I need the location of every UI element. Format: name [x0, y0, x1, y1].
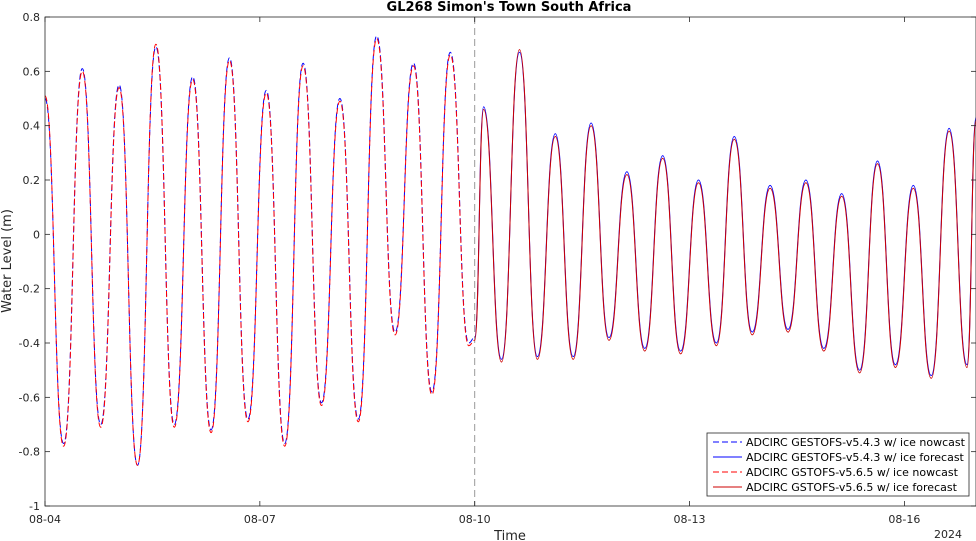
y-tick-label: -0.2 — [19, 283, 40, 296]
plot-area — [45, 17, 976, 506]
series-line-3 — [44, 38, 475, 466]
legend-label-2: ADCIRC GESTOFS-v5.4.3 w/ ice forecast — [746, 451, 965, 464]
y-tick-label: 0.4 — [23, 120, 41, 133]
x-tick-label: 08-10 — [459, 513, 491, 526]
axes-layer — [44, 16, 976, 507]
legend-label-1: ADCIRC GESTOFS-v5.4.3 w/ ice nowcast — [746, 436, 966, 449]
y-tick-labels: -1 -0.8 -0.6 -0.4 -0.2 0 0.2 0.4 0.6 0.8 — [19, 11, 40, 513]
x-tick-label: 08-13 — [674, 513, 706, 526]
y-tick-label: 0 — [33, 228, 40, 241]
y-tick-label: 0.8 — [23, 11, 41, 24]
chart-title: GL268 Simon's Town South Africa — [387, 0, 632, 15]
y-tick-label: -0.6 — [19, 391, 40, 404]
y-axis-label: Water Level (m) — [0, 209, 15, 313]
axes-frame — [44, 16, 976, 507]
y-tick-label: -0.4 — [19, 337, 40, 350]
legend: ADCIRC GESTOFS-v5.4.3 w/ ice nowcast ADCI… — [706, 432, 970, 497]
x-tick-label: 08-07 — [244, 513, 276, 526]
year-label: 2024 — [934, 528, 962, 541]
x-axis-label: Time — [493, 529, 526, 541]
x-tick-label: 08-16 — [888, 513, 920, 526]
series-line-4 — [474, 49, 976, 379]
y-tick-label: -0.8 — [19, 446, 40, 459]
legend-label-3: ADCIRC GSTOFS-v5.6.5 w/ ice nowcast — [746, 466, 959, 479]
y-tick-label: 0.2 — [23, 174, 41, 187]
x-tick-labels: 08-04 08-07 08-10 08-13 08-16 — [29, 513, 920, 526]
y-tick-label: -1 — [29, 500, 40, 513]
series-layer — [44, 35, 976, 466]
x-tick-label: 08-04 — [29, 513, 61, 526]
legend-label-4: ADCIRC GSTOFS-v5.6.5 w/ ice forecast — [746, 481, 958, 494]
y-tick-label: 0.6 — [23, 65, 41, 78]
legend-box — [706, 432, 970, 497]
